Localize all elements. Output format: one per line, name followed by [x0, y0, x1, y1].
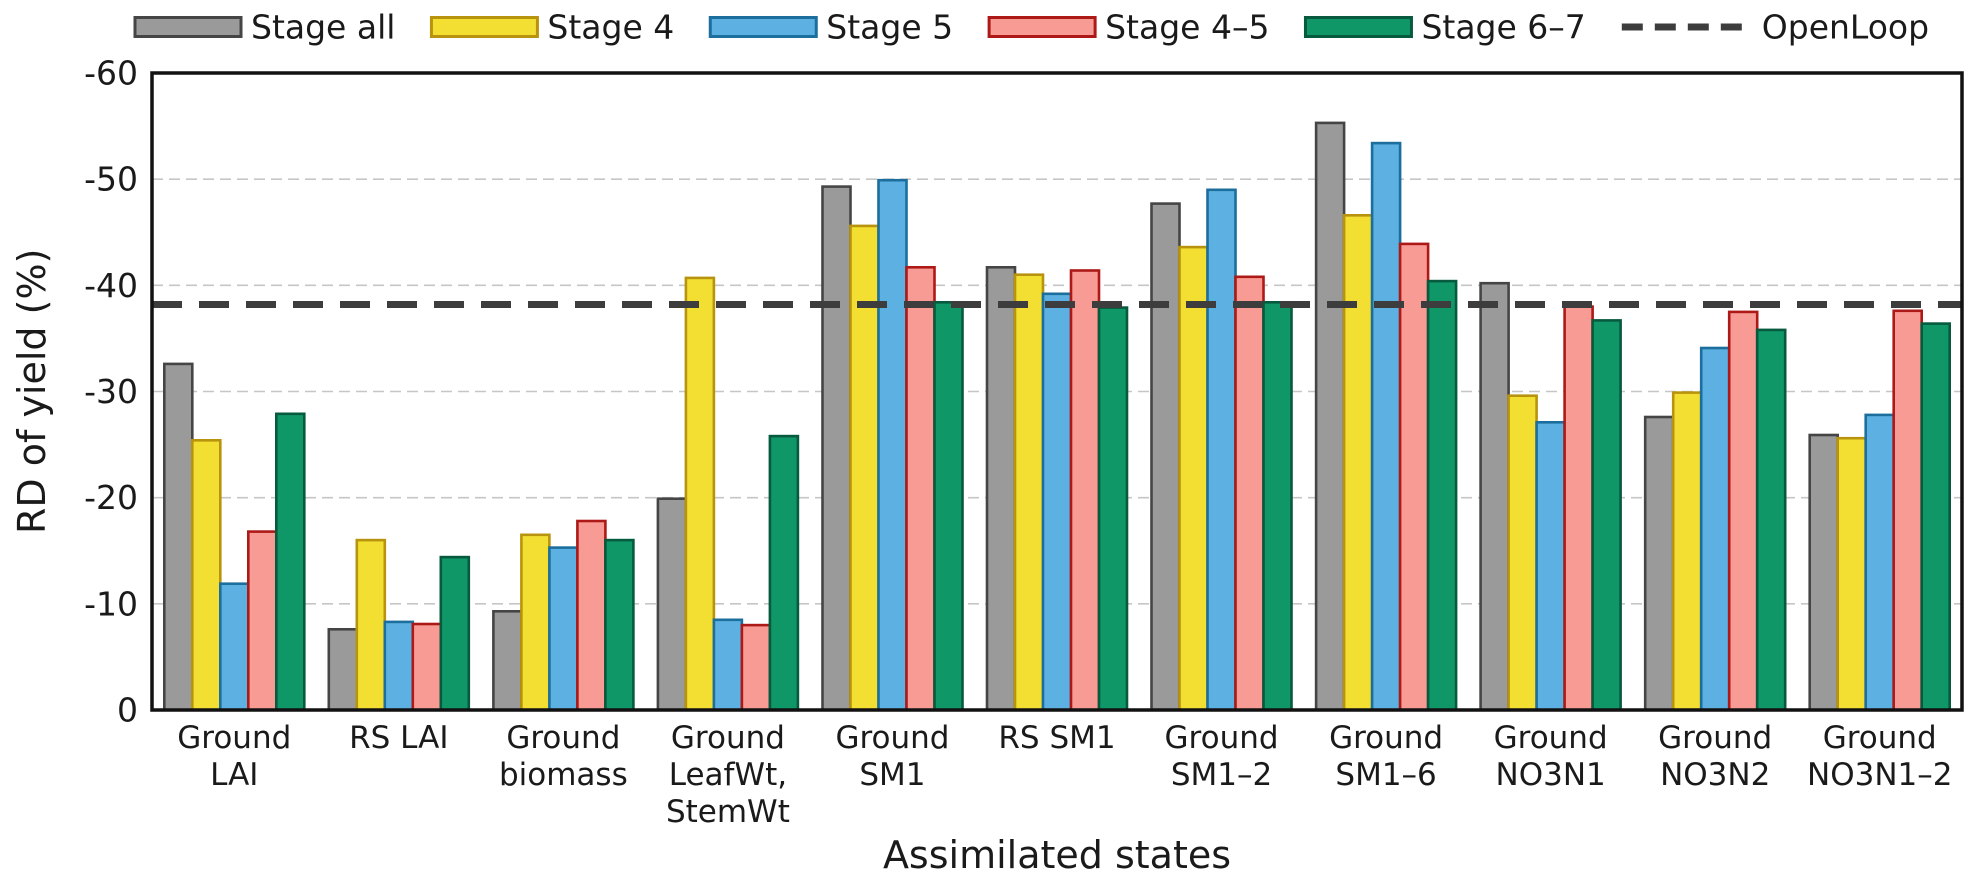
x-tick-label: Ground — [1823, 720, 1937, 756]
legend-swatch-stage-5 — [708, 16, 818, 38]
x-tick-label: Ground — [671, 720, 785, 756]
bar-stage-4-5-ground-leafwt-stemwt — [740, 623, 772, 712]
x-tick-label: SM1 — [859, 757, 925, 793]
bar-stage-4-rs-sm1 — [1013, 273, 1045, 712]
x-tick-label: NO3N1 — [1496, 757, 1606, 793]
bar-stage-4-5-rs-lai — [411, 622, 443, 712]
legend-label-openloop: OpenLoop — [1762, 8, 1929, 47]
plot-frame — [150, 71, 1964, 712]
x-tick-label: Ground — [1494, 720, 1608, 756]
bar-stage-4-ground-no3n1 — [1507, 394, 1538, 712]
bar-stage-4-ground-leafwt-stemwt — [684, 276, 716, 712]
bar-stage-all-ground-lai — [163, 362, 194, 712]
bar-stage-4-rs-lai — [355, 538, 387, 712]
y-tick-label: -20 — [84, 478, 138, 517]
bar-stage-6-7-ground-lai — [274, 412, 306, 712]
bar-stage-6-7-rs-sm1 — [1097, 306, 1129, 712]
x-tick-label: RS SM1 — [998, 720, 1115, 756]
legend-label-stage-4: Stage 4 — [547, 8, 674, 47]
x-tick-label: biomass — [499, 757, 628, 793]
bar-stage-6-7-ground-leafwt-stemwt — [768, 434, 800, 712]
x-tick-label: Ground — [1658, 720, 1772, 756]
x-tick-label: Ground — [506, 720, 620, 756]
x-tick-label: LAI — [210, 757, 258, 793]
bar-stage-5-ground-leafwt-stemwt — [712, 618, 744, 712]
bar-stage-all-ground-leafwt-stemwt — [656, 497, 688, 712]
bar-stage-all-ground-no3n1 — [1479, 281, 1510, 712]
x-tick-label: NO3N1–2 — [1807, 757, 1952, 793]
legend-swatch-stage-4 — [429, 16, 539, 38]
y-axis-title: RD of yield (%) — [10, 248, 54, 535]
x-tick-label: LeafWt, — [669, 757, 787, 793]
bar-stage-5-ground-sm1-6 — [1370, 141, 1402, 712]
y-tick-label: 0 — [117, 691, 138, 730]
y-tick-label: -50 — [84, 160, 138, 199]
legend-label-stage-4-5: Stage 4–5 — [1105, 8, 1269, 47]
bar-stage-4-5-ground-no3n1-2 — [1892, 309, 1923, 712]
y-tick-label: -40 — [84, 266, 138, 305]
y-tick-label: -10 — [84, 584, 138, 623]
x-tick-label: Ground — [835, 720, 949, 756]
bar-stage-4-5-ground-sm1-2 — [1234, 275, 1265, 712]
legend-swatch-stage-6-7 — [1303, 16, 1413, 38]
bar-stage-all-rs-sm1 — [985, 265, 1017, 712]
legend-label-stage-5: Stage 5 — [826, 8, 953, 47]
legend-label-stage-6-7: Stage 6–7 — [1421, 8, 1585, 47]
bar-stage-all-ground-sm1-6 — [1314, 121, 1346, 712]
bar-stage-6-7-ground-no3n1 — [1591, 319, 1622, 712]
bar-stage-4-5-ground-lai — [247, 530, 278, 712]
x-tick-label: SM1–6 — [1335, 757, 1436, 793]
bar-stage-5-ground-lai — [219, 582, 250, 712]
x-tick-label: NO3N2 — [1660, 757, 1770, 793]
bar-stage-5-rs-lai — [383, 620, 415, 712]
x-tick-label: Ground — [1165, 720, 1279, 756]
bar-stage-4-5-ground-sm1 — [905, 265, 936, 712]
bar-stage-5-ground-no3n2 — [1699, 346, 1731, 712]
bar-stage-all-ground-no3n2 — [1643, 415, 1675, 712]
legend-label-stage-all: Stage all — [251, 8, 395, 47]
bar-stage-4-5-rs-sm1 — [1069, 269, 1101, 712]
bar-stage-4-ground-lai — [191, 438, 222, 712]
bar-stage-all-ground-no3n1-2 — [1808, 433, 1839, 712]
bar-stage-4-5-ground-no3n2 — [1727, 310, 1759, 712]
y-tick-label: -30 — [84, 372, 138, 411]
bar-stage-all-ground-sm1-2 — [1150, 202, 1181, 712]
x-tick-label: Ground — [1329, 720, 1443, 756]
bar-stage-4-ground-sm1-2 — [1178, 245, 1209, 712]
x-tick-label: Ground — [177, 720, 291, 756]
bar-stage-all-rs-lai — [327, 627, 359, 712]
bar-stage-4-ground-no3n2 — [1671, 391, 1703, 712]
bar-stage-5-ground-sm1-2 — [1206, 188, 1237, 712]
bar-stage-5-ground-no3n1-2 — [1864, 413, 1895, 712]
bar-stage-4-ground-biomass — [520, 533, 551, 712]
bar-stage-4-ground-sm1-6 — [1342, 214, 1374, 712]
bar-stage-4-ground-no3n1-2 — [1836, 436, 1867, 712]
bar-stage-5-ground-no3n1 — [1535, 420, 1566, 712]
bar-stage-5-rs-sm1 — [1041, 292, 1073, 712]
bar-stage-4-5-ground-biomass — [576, 519, 607, 712]
bar-stage-all-ground-sm1 — [821, 185, 852, 712]
x-tick-label: SM1–2 — [1171, 757, 1272, 793]
bar-stage-5-ground-sm1 — [877, 178, 908, 712]
legend-swatch-stage-all — [133, 16, 243, 38]
bar-stage-6-7-ground-sm1-6 — [1426, 279, 1458, 712]
bar-stage-4-5-ground-no3n1 — [1563, 305, 1594, 712]
x-tick-label: RS LAI — [349, 720, 448, 756]
bar-stage-all-ground-biomass — [492, 609, 523, 712]
bar-stage-5-ground-biomass — [548, 546, 579, 712]
bar-stage-4-ground-sm1 — [849, 224, 880, 712]
bar-stage-6-7-rs-lai — [439, 555, 471, 712]
bar-stage-6-7-ground-biomass — [604, 538, 635, 712]
x-tick-label: StemWt — [666, 794, 790, 830]
bar-stage-6-7-ground-sm1 — [933, 300, 964, 712]
y-tick-label: -60 — [84, 54, 138, 93]
x-axis-title: Assimilated states — [882, 833, 1232, 877]
bar-stage-4-5-ground-sm1-6 — [1398, 242, 1430, 712]
bar-stage-6-7-ground-sm1-2 — [1262, 300, 1293, 712]
legend-swatch-stage-4-5 — [987, 16, 1097, 38]
bar-stage-6-7-ground-no3n1-2 — [1920, 322, 1951, 712]
bar-stage-6-7-ground-no3n2 — [1755, 328, 1787, 712]
